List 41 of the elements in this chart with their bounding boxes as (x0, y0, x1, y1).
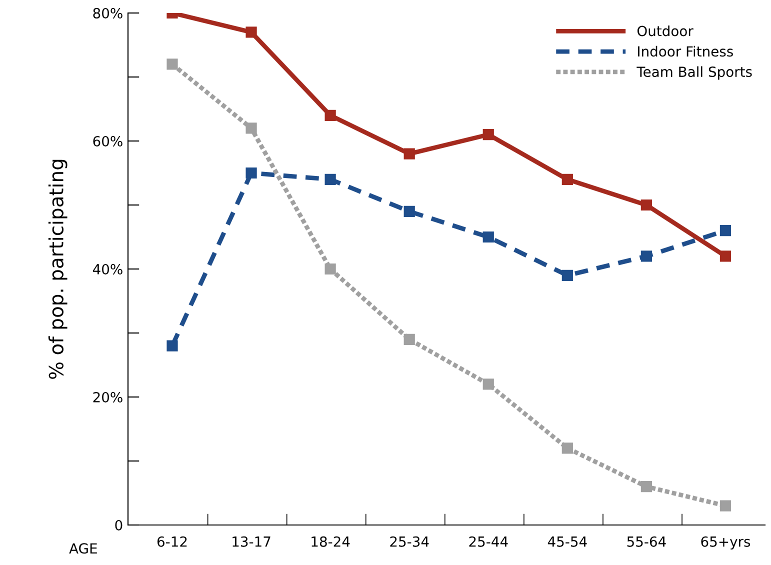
legend-label: Team Ball Sports (636, 66, 752, 80)
point (482, 129, 494, 140)
y-tick-label: 80% (93, 8, 122, 18)
point (246, 167, 257, 179)
point (404, 334, 415, 345)
point (562, 174, 573, 185)
point (246, 26, 257, 38)
point (562, 270, 573, 281)
point (640, 199, 652, 211)
point (166, 58, 178, 70)
point (324, 174, 336, 185)
point (246, 122, 257, 134)
point (720, 500, 732, 512)
point (404, 206, 415, 217)
x-tick-label: 65+yrs (701, 536, 750, 550)
point (640, 481, 652, 492)
point (482, 231, 494, 243)
point (166, 340, 178, 352)
point (720, 250, 732, 262)
y-tick-label: 40% (92, 264, 122, 274)
x-tick-label: 25-44 (469, 536, 508, 547)
y-axis-title: % of pop. participating (48, 160, 68, 379)
x-tick-label: 25-34 (390, 536, 429, 547)
y-tick-label: 60% (93, 136, 122, 146)
x-axis-title: AGE (69, 543, 97, 554)
legend-label: Indoor Fitness (638, 46, 733, 57)
x-tick-label: 55-64 (627, 536, 666, 547)
point (324, 110, 336, 121)
x-tick-label: 45-54 (548, 536, 587, 547)
point (720, 225, 732, 236)
point (562, 442, 573, 454)
point (640, 250, 652, 262)
point (324, 263, 336, 275)
x-tick-label: 18-24 (312, 536, 350, 547)
y-tick-label: 20% (93, 392, 122, 402)
x-tick-label: 6-12 (157, 536, 187, 547)
point (482, 378, 494, 390)
y-tick-label: 0 (115, 520, 122, 530)
point (404, 148, 415, 160)
x-tick-label: 13-17 (232, 536, 270, 547)
legend-label: Outdoor (637, 26, 694, 36)
